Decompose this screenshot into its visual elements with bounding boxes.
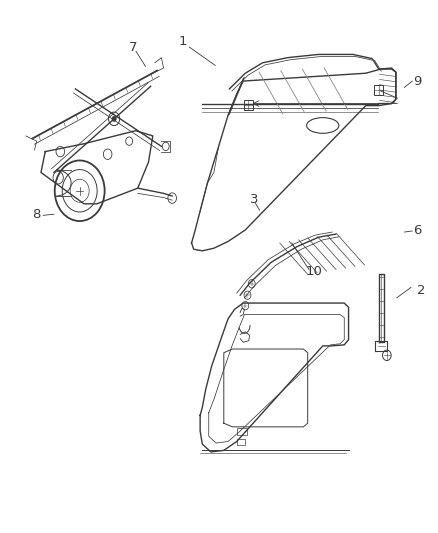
Circle shape <box>241 302 248 310</box>
Text: 7: 7 <box>129 41 138 54</box>
Bar <box>236 439 245 445</box>
Text: 1: 1 <box>178 35 187 49</box>
Circle shape <box>244 291 251 300</box>
Text: 2: 2 <box>417 284 425 296</box>
Bar <box>244 100 252 110</box>
Bar <box>236 429 247 435</box>
Text: 8: 8 <box>32 208 41 221</box>
Text: 6: 6 <box>412 224 420 238</box>
Text: 10: 10 <box>305 265 322 278</box>
Bar <box>374 85 382 95</box>
Text: 9: 9 <box>412 75 420 87</box>
Circle shape <box>248 279 254 288</box>
Circle shape <box>112 116 116 122</box>
Text: 3: 3 <box>249 193 258 206</box>
